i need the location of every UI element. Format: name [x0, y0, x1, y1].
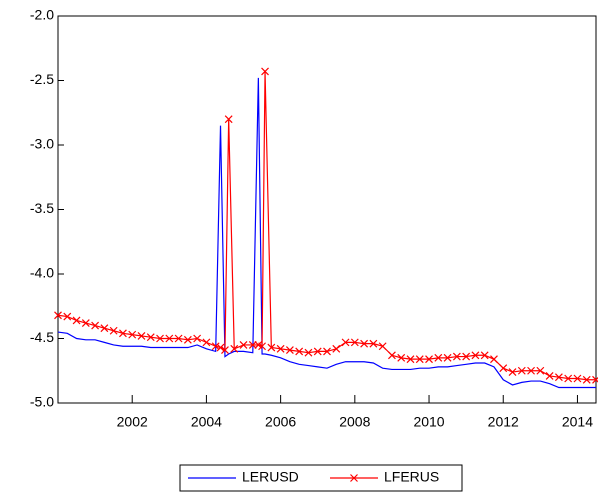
marker [313, 347, 322, 356]
marker [276, 344, 285, 353]
x-tick-label: 2004 [191, 414, 222, 430]
y-tick-label: -4.0 [30, 265, 54, 281]
marker [573, 374, 582, 383]
marker [323, 347, 331, 356]
x-tick-label: 2012 [488, 414, 519, 430]
marker [434, 353, 443, 362]
marker [350, 474, 358, 482]
marker [471, 351, 480, 360]
marker [517, 366, 526, 375]
marker [452, 352, 461, 361]
y-tick-label: -3.5 [30, 200, 54, 216]
marker [81, 319, 90, 327]
marker [239, 341, 248, 349]
marker [536, 366, 545, 375]
marker [285, 346, 294, 355]
marker [202, 338, 211, 347]
marker [183, 335, 192, 344]
marker [480, 351, 489, 360]
marker [462, 352, 471, 361]
marker [490, 355, 498, 364]
marker [378, 342, 387, 351]
marker [295, 347, 304, 356]
series-line [57, 77, 596, 389]
marker [332, 344, 341, 353]
marker [224, 115, 233, 124]
marker [165, 334, 174, 343]
marker [72, 316, 81, 325]
x-tick-label: 2008 [339, 414, 370, 430]
marker [425, 355, 433, 364]
legend-label: LERUSD [242, 469, 299, 485]
marker [261, 67, 269, 76]
marker [216, 343, 225, 352]
marker [443, 353, 452, 362]
marker [415, 355, 424, 364]
marker [564, 374, 573, 383]
marker [267, 343, 276, 352]
marker [582, 375, 591, 384]
x-tick-label: 2002 [117, 414, 148, 430]
marker [137, 331, 146, 340]
y-tick-label: -4.5 [30, 329, 54, 345]
marker [91, 321, 100, 330]
marker [508, 368, 517, 376]
x-tick-label: 2006 [265, 414, 296, 430]
marker [174, 334, 183, 343]
marker [554, 373, 563, 382]
marker [341, 338, 350, 347]
marker [146, 333, 155, 342]
plot-frame [57, 15, 597, 404]
x-tick-label: 2010 [413, 414, 444, 430]
marker [499, 364, 508, 373]
marker [100, 324, 109, 333]
marker [406, 355, 415, 364]
marker [109, 326, 118, 335]
marker [258, 342, 266, 351]
marker [527, 366, 535, 375]
marker [221, 346, 229, 355]
marker [119, 329, 127, 338]
marker [360, 339, 369, 348]
marker [63, 312, 72, 321]
marker [211, 342, 220, 351]
marker [350, 338, 359, 347]
marker [156, 334, 164, 343]
marker [230, 344, 239, 353]
y-tick-label: -2.0 [30, 7, 54, 23]
y-tick-label: -3.0 [30, 136, 54, 152]
marker [397, 353, 406, 362]
marker [193, 334, 202, 343]
y-tick-label: -2.5 [30, 71, 54, 87]
marker [128, 330, 137, 339]
y-tick-label: -5.0 [30, 394, 54, 410]
marker [545, 371, 554, 380]
marker [248, 341, 257, 349]
marker [369, 339, 378, 348]
legend-label: LFERUS [384, 469, 439, 485]
marker [592, 375, 598, 384]
marker [54, 311, 62, 320]
x-tick-label: 2014 [562, 414, 593, 430]
marker [388, 351, 396, 360]
marker [304, 348, 313, 357]
